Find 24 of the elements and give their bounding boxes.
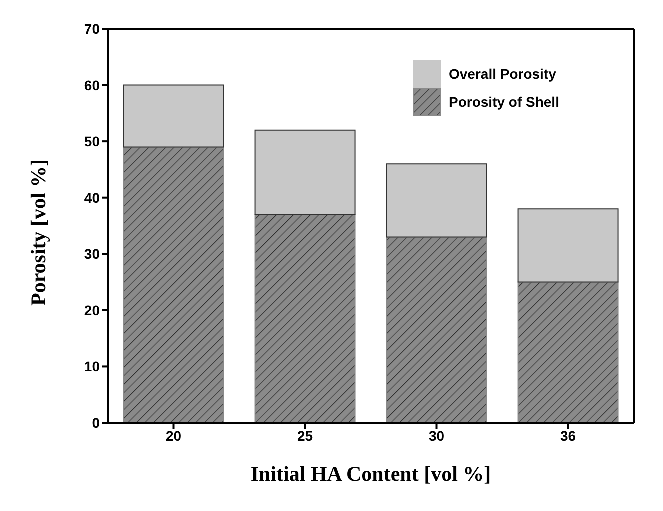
bar [518,208,619,283]
y-tick-label: 50 [84,134,100,150]
bar [123,146,224,423]
x-tick-label: 25 [297,428,314,444]
legend-label: Porosity of Shell [449,94,560,110]
y-tick-label: 60 [84,77,100,94]
x-tick-label: 36 [560,428,576,444]
y-tick-label: 40 [84,190,100,206]
y-tick-label: 10 [84,358,100,375]
bar [386,164,488,238]
y-tick-label: 70 [84,20,100,37]
legend-label: Overall Porosity [449,66,556,82]
bar [254,214,356,423]
y-tick-label: 20 [84,302,100,318]
x-axis-title: Initial HA Content [vol %] [250,462,492,486]
y-tick-label: 0 [92,414,100,431]
bar [386,236,488,423]
y-axis-title: Porosity [vol %] [26,159,50,306]
y-tick-label: 30 [84,246,100,262]
bar [518,282,619,423]
bar [254,130,356,216]
bar [123,84,224,148]
x-tick-label: 20 [166,428,182,444]
x-tick-label: 30 [428,428,445,444]
